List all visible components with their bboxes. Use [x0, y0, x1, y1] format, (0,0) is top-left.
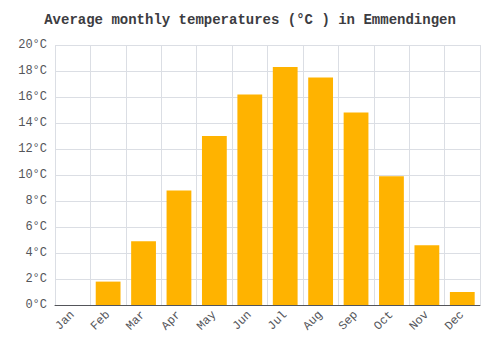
- svg-text:12°C: 12°C: [18, 142, 47, 156]
- svg-text:Apr: Apr: [159, 308, 184, 333]
- svg-text:Average monthly temperatures (: Average monthly temperatures (°C ) in Em…: [44, 12, 456, 28]
- svg-text:Jun: Jun: [230, 308, 255, 333]
- svg-text:18°C: 18°C: [18, 64, 47, 78]
- svg-text:Sep: Sep: [336, 308, 361, 333]
- svg-text:Jan: Jan: [53, 308, 78, 333]
- svg-text:20°C: 20°C: [18, 38, 47, 52]
- svg-text:Dec: Dec: [442, 308, 467, 333]
- svg-text:2°C: 2°C: [25, 272, 47, 286]
- svg-text:6°C: 6°C: [25, 220, 47, 234]
- svg-text:4°C: 4°C: [25, 246, 47, 260]
- svg-text:Mar: Mar: [123, 308, 148, 333]
- svg-text:Aug: Aug: [300, 308, 325, 333]
- svg-text:Feb: Feb: [88, 308, 113, 333]
- svg-text:16°C: 16°C: [18, 90, 47, 104]
- svg-text:8°C: 8°C: [25, 194, 47, 208]
- svg-text:Oct: Oct: [371, 308, 396, 333]
- svg-text:May: May: [194, 308, 219, 333]
- svg-text:14°C: 14°C: [18, 116, 47, 130]
- svg-text:10°C: 10°C: [18, 168, 47, 182]
- svg-text:Jul: Jul: [265, 308, 290, 333]
- svg-text:0°C: 0°C: [25, 298, 47, 312]
- svg-text:Nov: Nov: [407, 308, 432, 333]
